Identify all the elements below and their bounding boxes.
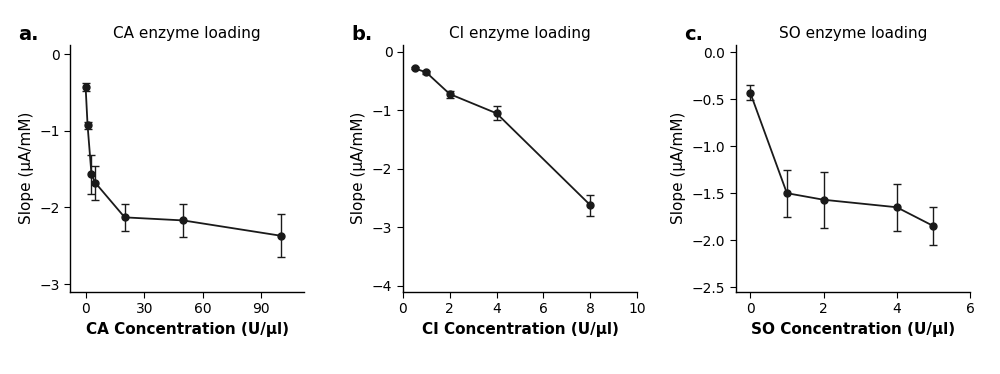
X-axis label: SO Concentration (U/μl): SO Concentration (U/μl) <box>751 322 955 337</box>
Y-axis label: Slope (μA/mM): Slope (μA/mM) <box>671 112 686 224</box>
Text: b.: b. <box>351 25 372 44</box>
Y-axis label: Slope (μA/mM): Slope (μA/mM) <box>19 112 34 224</box>
Text: a.: a. <box>18 25 39 44</box>
Title: SO enzyme loading: SO enzyme loading <box>779 26 927 41</box>
Y-axis label: Slope (μA/mM): Slope (μA/mM) <box>351 112 366 224</box>
X-axis label: CA Concentration (U/μl): CA Concentration (U/μl) <box>86 322 289 337</box>
Title: CA enzyme loading: CA enzyme loading <box>113 26 261 41</box>
Text: c.: c. <box>684 25 703 44</box>
X-axis label: CI Concentration (U/μl): CI Concentration (U/μl) <box>422 322 618 337</box>
Title: CI enzyme loading: CI enzyme loading <box>449 26 591 41</box>
